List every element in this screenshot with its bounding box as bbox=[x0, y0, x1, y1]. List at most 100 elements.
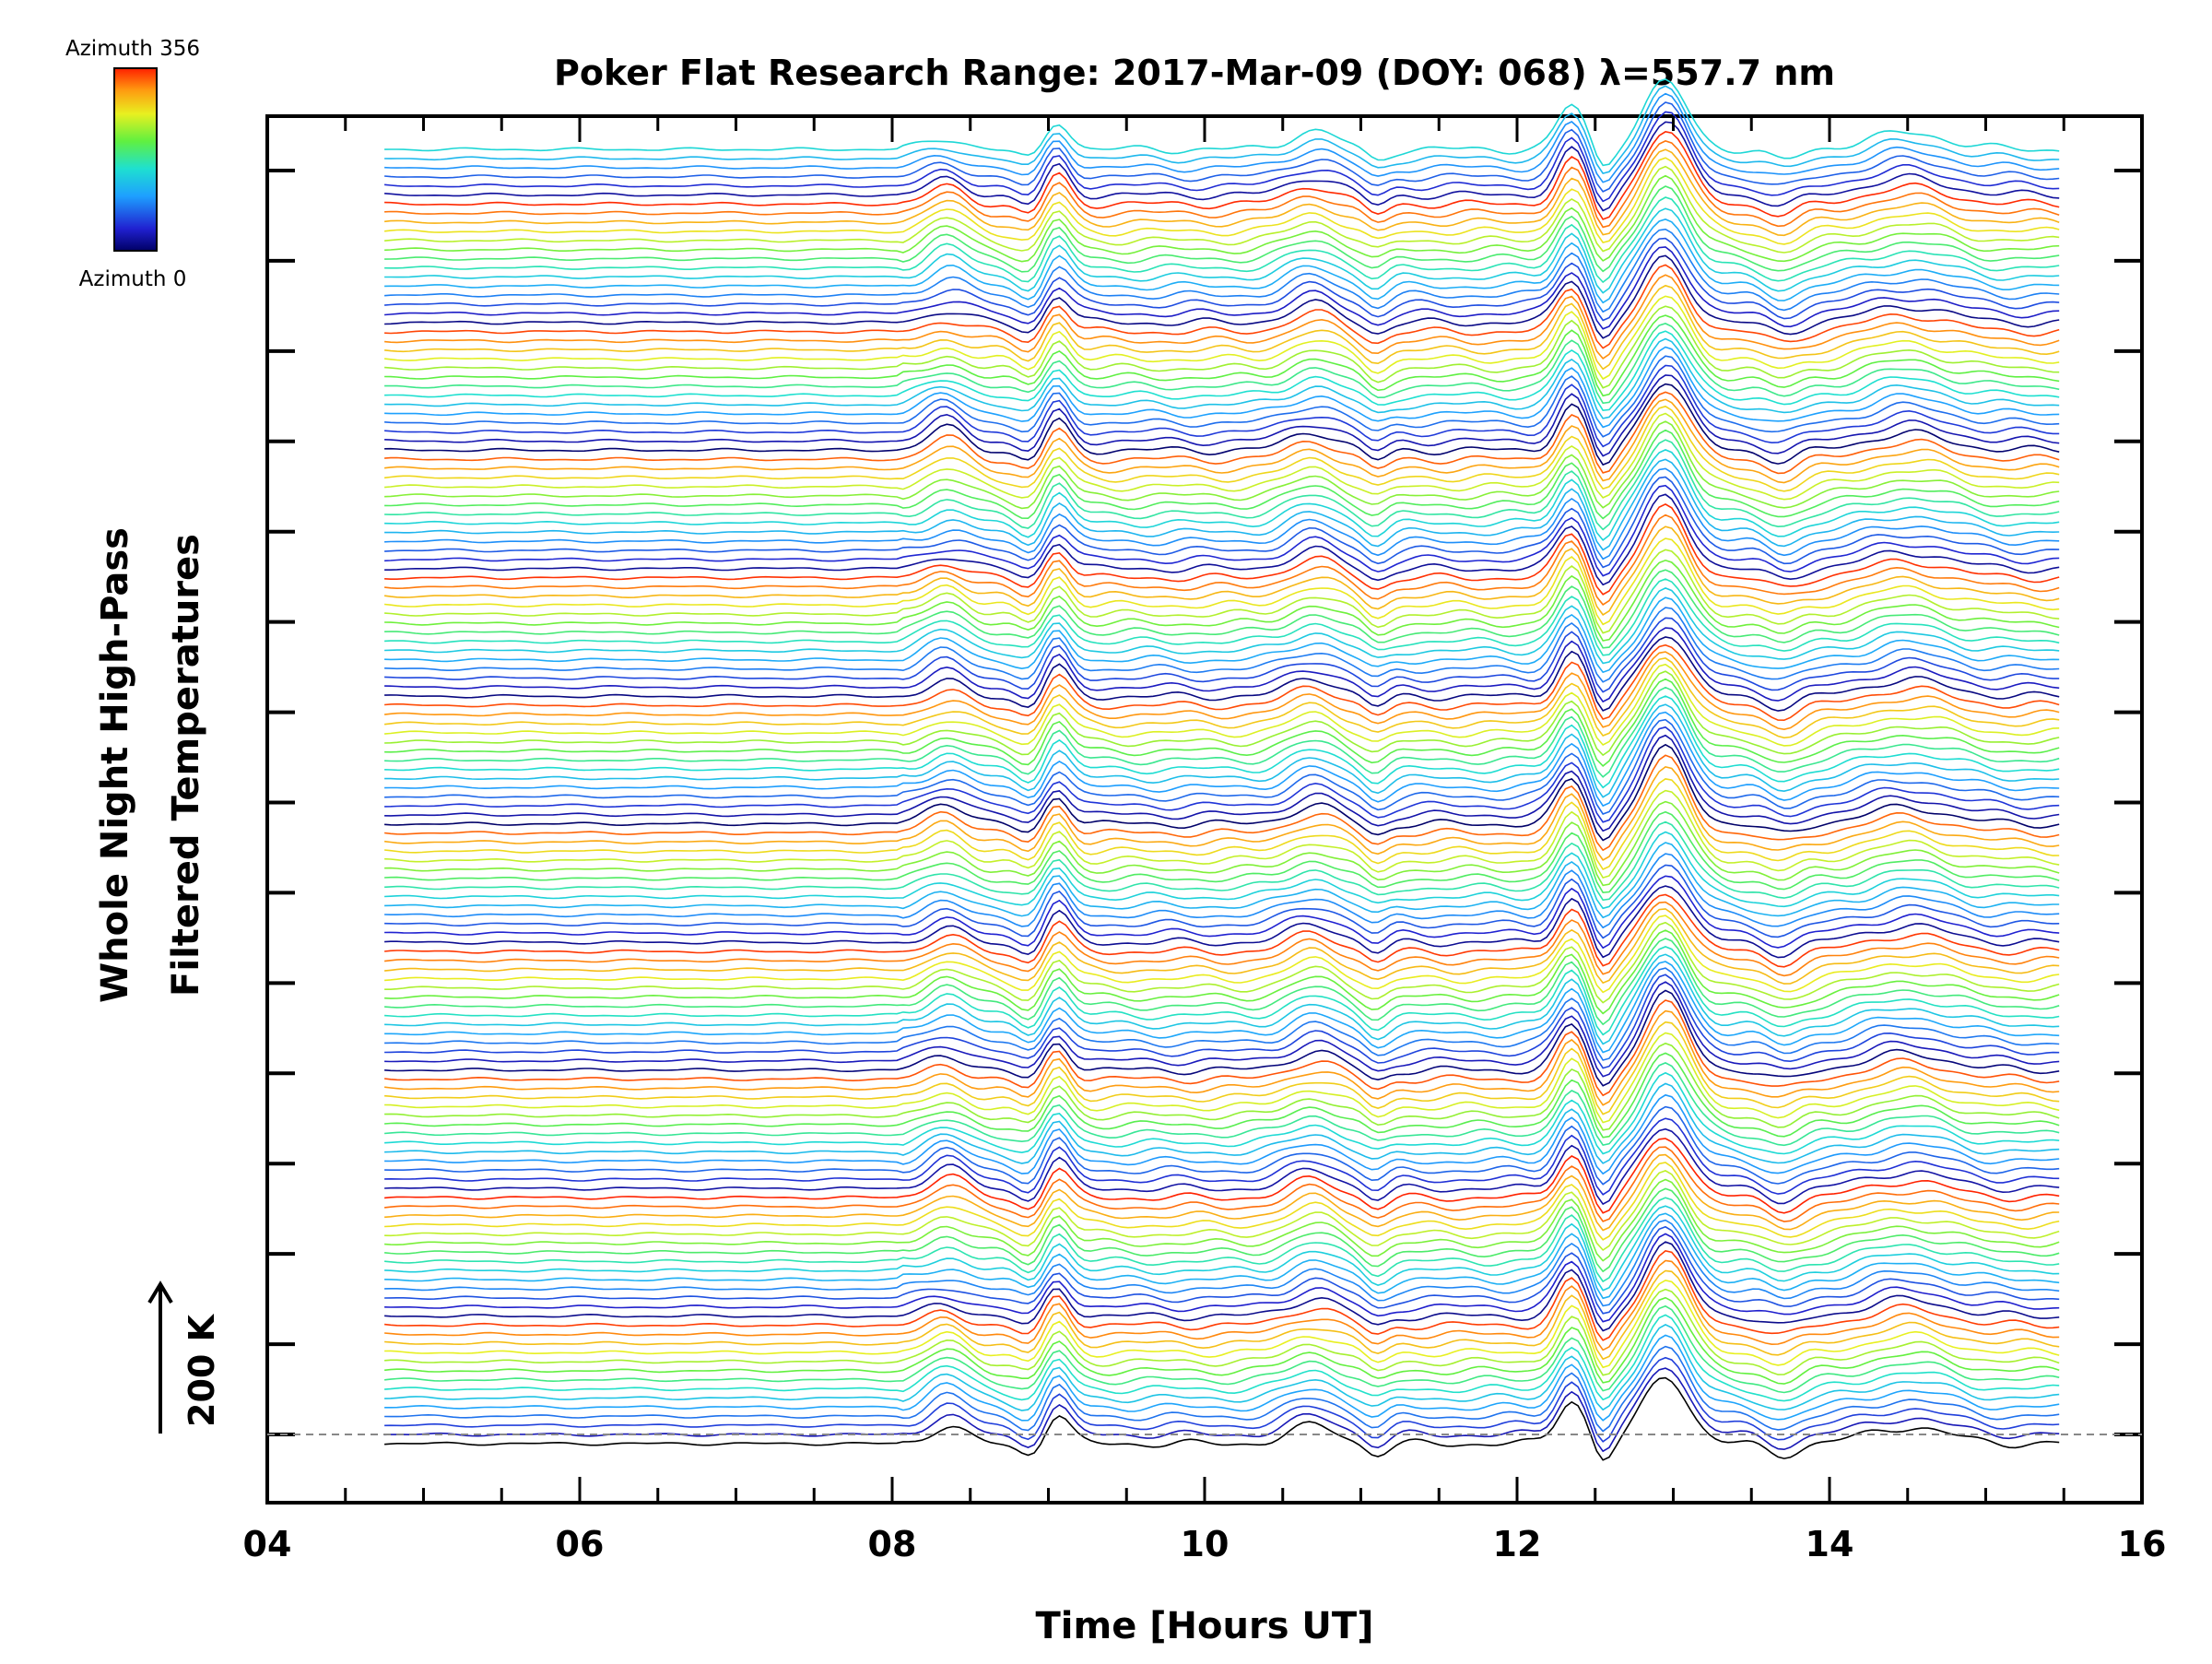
trace-line bbox=[384, 1279, 2060, 1369]
trace-line bbox=[384, 305, 2060, 389]
trace-line bbox=[384, 111, 2060, 203]
trace-group bbox=[383, 78, 2060, 1461]
y-axis-label-line-1: Whole Night High-Pass bbox=[94, 527, 136, 1003]
trace-line bbox=[384, 85, 2060, 175]
trace-line bbox=[384, 1071, 2060, 1155]
trace-line bbox=[384, 967, 2060, 1061]
trace-line bbox=[384, 938, 2060, 1026]
trace-line bbox=[384, 174, 2060, 263]
trace-line bbox=[384, 330, 2060, 412]
trace-line bbox=[384, 1153, 2060, 1232]
trace-line bbox=[384, 670, 2060, 757]
y-axis-label-line-2: Filtered Temperatures bbox=[165, 534, 207, 997]
trace-line bbox=[384, 1032, 2060, 1124]
trace-line bbox=[384, 1105, 2060, 1186]
trace-line bbox=[384, 228, 2060, 313]
trace-line bbox=[384, 1178, 2060, 1262]
trace-line bbox=[384, 484, 2060, 577]
trace-line bbox=[384, 663, 2060, 747]
trace-line bbox=[384, 1250, 2060, 1341]
trace-line bbox=[384, 1219, 2060, 1307]
trace-line bbox=[384, 974, 2060, 1069]
trace-line bbox=[384, 513, 2060, 606]
trace-line bbox=[384, 1162, 2060, 1241]
trace-line bbox=[384, 657, 2060, 739]
trace-line bbox=[384, 929, 2060, 1015]
trace-line bbox=[384, 946, 2060, 1036]
trace-line bbox=[384, 439, 2060, 531]
trace-line bbox=[383, 525, 2060, 616]
trace-line bbox=[384, 274, 2060, 360]
x-axis-label: Time [Hours UT] bbox=[1036, 1605, 1374, 1647]
trace-line bbox=[384, 493, 2060, 586]
trace-line bbox=[384, 766, 2060, 861]
trace-line bbox=[384, 711, 2060, 808]
trace-line bbox=[384, 420, 2060, 510]
trace-line bbox=[384, 1376, 2060, 1461]
colorbar bbox=[113, 67, 158, 252]
trace-line bbox=[384, 743, 2060, 842]
colorbar-bottom-label: Azimuth 0 bbox=[79, 267, 187, 291]
trace-line bbox=[384, 921, 2060, 1004]
trace-line bbox=[384, 1241, 2060, 1332]
trace-line bbox=[384, 1170, 2060, 1252]
trace-line bbox=[384, 617, 2060, 693]
trace-line bbox=[384, 537, 2060, 626]
trace-line bbox=[384, 559, 2060, 642]
x-tick-label: 10 bbox=[1181, 1524, 1230, 1564]
trace-line bbox=[384, 607, 2060, 683]
trace-line bbox=[384, 264, 2060, 349]
trace-line bbox=[384, 140, 2060, 229]
trace-line bbox=[384, 101, 2060, 193]
trace-line bbox=[384, 686, 2060, 778]
trace-line bbox=[384, 1345, 2060, 1433]
trace-line bbox=[384, 1052, 2060, 1139]
trace-line bbox=[384, 1093, 2060, 1175]
trace-line bbox=[384, 953, 2060, 1045]
trace-line bbox=[384, 412, 2060, 501]
trace-line bbox=[384, 853, 2060, 929]
x-tick-label: 04 bbox=[243, 1524, 292, 1564]
trace-line bbox=[384, 355, 2060, 438]
trace-line bbox=[384, 636, 2060, 712]
trace-line bbox=[384, 131, 2060, 220]
trace-line bbox=[384, 1127, 2060, 1206]
trace-line bbox=[384, 1269, 2060, 1361]
trace-line bbox=[384, 185, 2060, 273]
trace-line bbox=[384, 893, 2060, 968]
trace-line bbox=[384, 820, 2060, 902]
scale-bar-arrow-head bbox=[147, 1280, 173, 1304]
trace-line bbox=[384, 218, 2060, 304]
trace-line bbox=[384, 651, 2060, 731]
trace-line bbox=[384, 398, 2060, 484]
trace-line bbox=[384, 695, 2060, 789]
trace-line bbox=[384, 246, 2060, 330]
trace-line bbox=[384, 364, 2060, 448]
trace-line bbox=[384, 337, 2060, 419]
trace-line bbox=[384, 165, 2060, 254]
x-tick-label: 06 bbox=[556, 1524, 605, 1564]
x-tick-label: 16 bbox=[2118, 1524, 2167, 1564]
chart-title: Poker Flat Research Range: 2017-Mar-09 (… bbox=[554, 53, 1835, 93]
trace-line bbox=[384, 549, 2060, 634]
x-tick-label: 14 bbox=[1806, 1524, 1854, 1564]
trace-line bbox=[384, 284, 2060, 371]
trace-line bbox=[384, 405, 2060, 492]
trace-line bbox=[384, 157, 2060, 245]
trace-line bbox=[384, 864, 2060, 939]
trace-line bbox=[384, 875, 2060, 950]
trace-line bbox=[384, 842, 2060, 919]
trace-line bbox=[384, 1197, 2060, 1283]
scale-bar: 200 K bbox=[147, 1280, 222, 1434]
trace-line bbox=[384, 323, 2060, 405]
trace-line bbox=[384, 148, 2060, 237]
trace-line bbox=[384, 383, 2060, 466]
trace-line bbox=[384, 831, 2060, 910]
trace-line bbox=[384, 901, 2060, 977]
x-tick-label: 12 bbox=[1493, 1524, 1542, 1564]
trace-line bbox=[384, 578, 2060, 656]
trace-line bbox=[384, 915, 2060, 994]
trace-line bbox=[384, 1146, 2060, 1222]
